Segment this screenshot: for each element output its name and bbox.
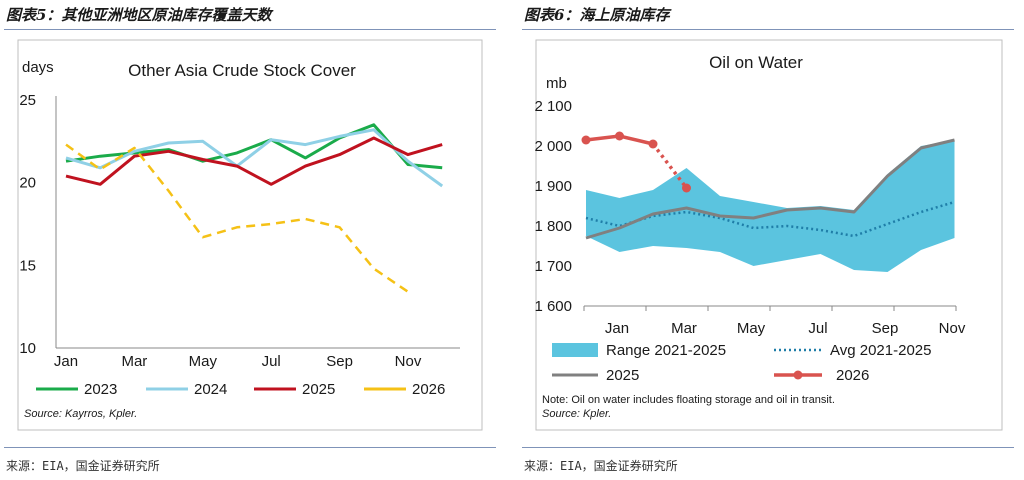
right-y-tick-label: 1 800 bbox=[534, 218, 572, 235]
left-x-ticks: Jan Mar May Jul Sep Nov bbox=[54, 353, 422, 370]
right-legend-marker-2026 bbox=[793, 370, 803, 380]
left-series-lines bbox=[65, 123, 444, 293]
right-chart-source: Source: Kpler. bbox=[542, 408, 611, 420]
right-chart: Oil on Water mb 1 600 1 700 1 800 1 900 2 00… bbox=[534, 39, 1003, 431]
right-x-ticks: Jan Mar May Jul Sep Nov bbox=[583, 306, 966, 337]
right-x-tick-label: Nov bbox=[939, 320, 966, 337]
left-y-label: days bbox=[22, 59, 54, 76]
right-y-tick-label: 2 000 bbox=[534, 138, 572, 155]
right-y-tick-label: 1 900 bbox=[534, 178, 572, 195]
left-y-tick-label: 10 bbox=[19, 340, 36, 357]
left-header-rule bbox=[4, 29, 496, 30]
left-y-tick-label: 15 bbox=[19, 257, 36, 274]
left-series-2025-line bbox=[65, 136, 443, 186]
left-legend-label-2026: 2026 bbox=[412, 381, 445, 398]
right-series-2026-point bbox=[615, 131, 624, 141]
left-chart-frame bbox=[17, 39, 483, 431]
left-footer-rule bbox=[4, 447, 496, 448]
left-legend-label-2025: 2025 bbox=[302, 381, 335, 398]
right-y-tick-label: 1 600 bbox=[534, 298, 572, 315]
right-legend-label-2026: 2026 bbox=[836, 367, 869, 384]
left-x-tick-label: Jan bbox=[54, 353, 78, 370]
left-source-cn: 来源：EIA，国金证券研究所 bbox=[6, 459, 160, 473]
right-range-band-layer bbox=[586, 140, 955, 272]
right-y-ticks: 1 600 1 700 1 800 1 900 2 000 2 100 bbox=[534, 98, 572, 315]
left-x-tick-label: Jul bbox=[262, 353, 281, 370]
left-chart-source: Source: Kayrros, Kpler. bbox=[24, 408, 137, 420]
right-chart-title: Oil on Water bbox=[709, 53, 803, 72]
left-y-tick-label: 25 bbox=[19, 92, 36, 109]
left-legend: 2023 2024 2025 2026 bbox=[36, 381, 445, 398]
left-x-tick-label: Nov bbox=[395, 353, 422, 370]
right-x-tick-label: Jul bbox=[808, 320, 827, 337]
left-y-tick-label: 20 bbox=[19, 175, 36, 192]
right-legend: Range 2021-2025 Avg 2021-2025 2025 2026 bbox=[552, 342, 931, 384]
right-legend-label-2025: 2025 bbox=[606, 367, 639, 384]
right-footer-rule bbox=[522, 447, 1014, 448]
left-panel-header: 图表5：其他亚洲地区原油库存覆盖天数 bbox=[6, 6, 272, 24]
right-series-lines bbox=[581, 131, 955, 240]
left-chart: days Other Asia Crude Stock Cover 10 15 20… bbox=[17, 39, 483, 431]
right-y-label: mb bbox=[546, 75, 567, 92]
right-legend-label-range: Range 2021-2025 bbox=[606, 342, 726, 359]
right-x-tick-label: Mar bbox=[671, 320, 697, 337]
left-legend-label-2024: 2024 bbox=[194, 381, 227, 398]
right-source-cn: 来源：EIA，国金证券研究所 bbox=[524, 459, 678, 473]
right-series-2026-point bbox=[682, 183, 691, 193]
left-x-tick-label: May bbox=[189, 353, 218, 370]
right-range-band bbox=[586, 140, 955, 272]
left-legend-label-2023: 2023 bbox=[84, 381, 117, 398]
right-x-tick-label: Jan bbox=[605, 320, 629, 337]
right-legend-label-avg: Avg 2021-2025 bbox=[830, 342, 931, 359]
left-series-2024-line bbox=[65, 128, 444, 188]
right-x-tick-label: May bbox=[737, 320, 766, 337]
right-series-2026-projection bbox=[651, 142, 688, 190]
left-x-tick-label: Sep bbox=[326, 353, 353, 370]
right-series-2025-line bbox=[585, 138, 955, 240]
right-y-tick-label: 1 700 bbox=[534, 258, 572, 275]
right-chart-note: Note: Oil on water includes floating sto… bbox=[542, 394, 835, 406]
right-series-2026-point bbox=[581, 135, 591, 145]
right-x-tick-label: Sep bbox=[872, 320, 899, 337]
right-legend-swatch-range bbox=[552, 343, 598, 357]
right-y-tick-label: 2 100 bbox=[534, 98, 572, 115]
left-y-ticks: 10 15 20 25 bbox=[19, 92, 36, 357]
left-series-2026-line bbox=[65, 143, 409, 293]
right-series-2026-point bbox=[648, 139, 658, 149]
left-x-tick-label: Mar bbox=[121, 353, 147, 370]
right-panel-header: 图表6：海上原油库存 bbox=[524, 6, 670, 24]
right-header-rule bbox=[522, 29, 1014, 30]
left-chart-title: Other Asia Crude Stock Cover bbox=[128, 61, 356, 80]
